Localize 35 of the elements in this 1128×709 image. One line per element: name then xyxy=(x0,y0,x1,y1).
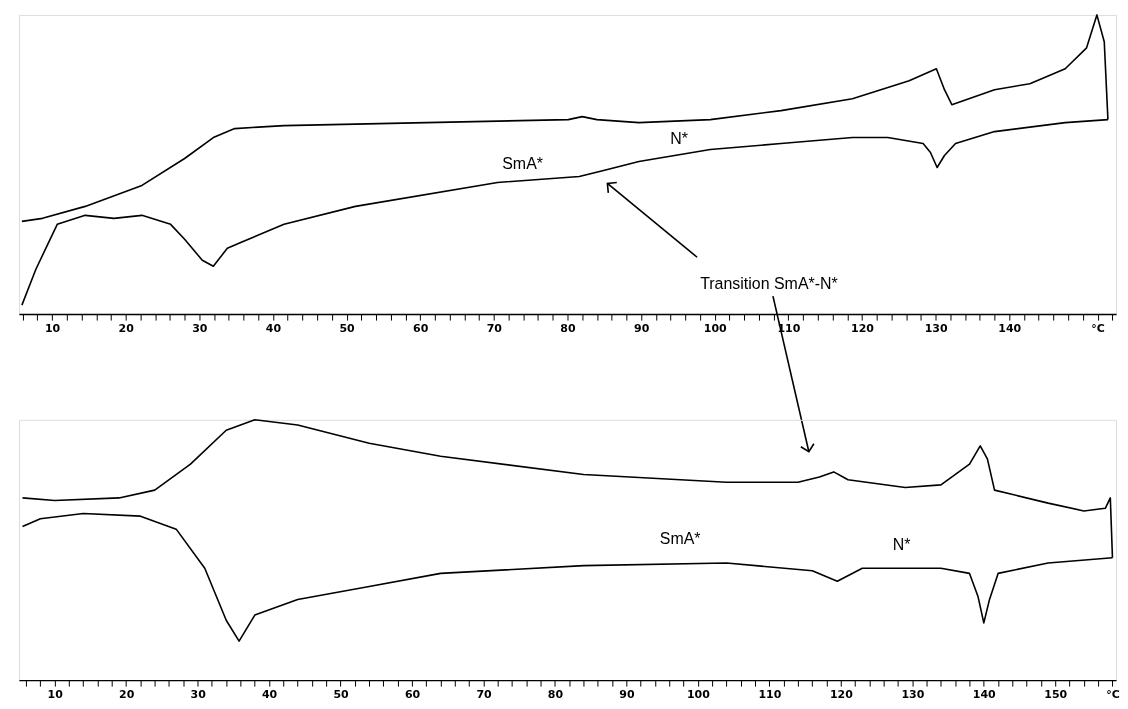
x-tick-label: 70 xyxy=(486,321,503,335)
x-tick-label: 110 xyxy=(758,687,782,701)
x-tick-label: 140 xyxy=(998,321,1022,335)
annotation: Transition SmA*-N* xyxy=(700,275,838,293)
x-tick-label: °C xyxy=(1106,687,1120,701)
x-tick-label: 120 xyxy=(829,687,854,701)
x-tick-label: 80 xyxy=(560,321,576,335)
x-tick-label: 40 xyxy=(261,687,278,701)
x-tick-label: 60 xyxy=(404,687,421,701)
annotation: SmA* xyxy=(502,155,543,173)
x-tick-label: 130 xyxy=(924,321,948,335)
x-tick-label: 60 xyxy=(413,321,429,335)
x-tick-label: 50 xyxy=(339,321,356,335)
annotation: SmA* xyxy=(659,530,701,548)
x-tick-label: 120 xyxy=(851,321,875,335)
x-tick-label: 100 xyxy=(703,321,728,335)
x-tick-label: 40 xyxy=(265,321,282,335)
x-tick-label: 140 xyxy=(972,687,997,701)
x-tick-label: 30 xyxy=(190,687,207,701)
x-tick-label: 20 xyxy=(118,321,135,335)
annotation: N* xyxy=(670,129,689,147)
x-tick-label: 10 xyxy=(44,321,61,335)
x-tick-label: 130 xyxy=(901,687,925,701)
x-tick-label: 90 xyxy=(619,687,635,701)
x-tick-label: 30 xyxy=(192,321,208,335)
annotation: N* xyxy=(892,536,911,554)
x-tick-label: 90 xyxy=(633,321,650,335)
x-tick-label: 20 xyxy=(119,687,135,701)
x-tick-label: 70 xyxy=(476,687,493,701)
x-tick-label: 150 xyxy=(1044,687,1068,701)
x-tick-label: °C xyxy=(1091,321,1105,335)
x-tick-label: 10 xyxy=(47,687,64,701)
x-tick-label: 50 xyxy=(333,687,350,701)
x-tick-label: 100 xyxy=(686,687,711,701)
x-tick-label: 80 xyxy=(547,687,564,701)
